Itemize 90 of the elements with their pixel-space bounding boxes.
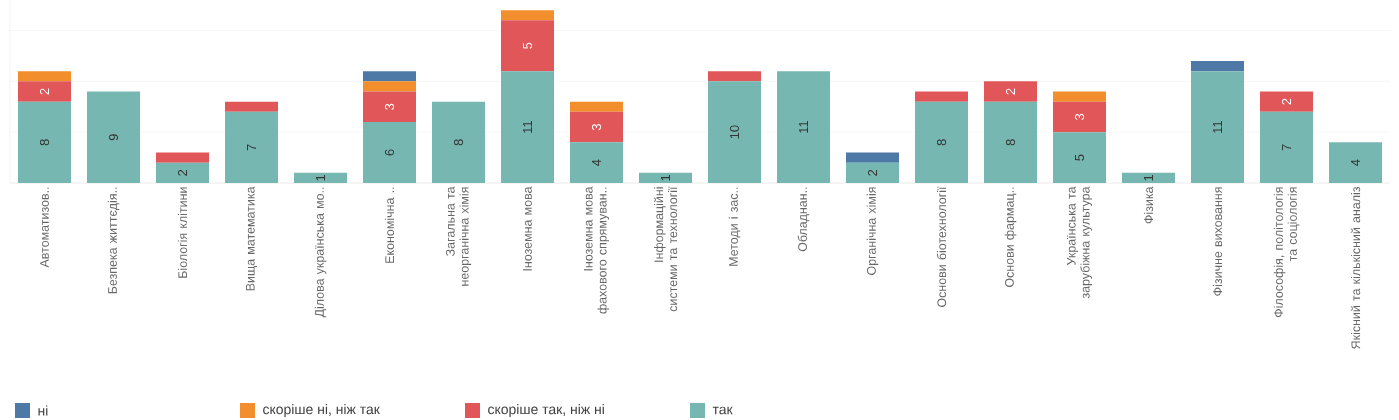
bar <box>87 91 140 183</box>
bar <box>570 101 623 112</box>
data-label: 2 <box>1281 98 1292 105</box>
data-label: 7 <box>1282 144 1291 151</box>
bar <box>846 162 899 183</box>
x-tick-label: Методи і зас.. <box>728 187 741 266</box>
bar <box>18 81 71 102</box>
data-label: 11 <box>523 120 532 133</box>
x-tick-label: Автоматизов.. <box>40 187 49 268</box>
bar <box>225 101 278 112</box>
bar <box>363 91 416 122</box>
x-tick-label: Філософія, політологія та соціологія <box>1273 187 1300 318</box>
bar <box>984 81 1037 102</box>
data-label: 11 <box>799 120 808 133</box>
data-label: 11 <box>1213 120 1222 133</box>
data-label: 2 <box>39 88 50 95</box>
x-tick-label: Іноземна мова фахового спрямуван.. <box>583 186 610 314</box>
data-label: 5 <box>522 42 533 49</box>
data-label: 1 <box>661 174 670 181</box>
bar <box>18 71 71 82</box>
data-label: 5 <box>1074 154 1085 161</box>
bar <box>156 162 209 183</box>
bar <box>18 101 71 183</box>
bar <box>501 71 554 183</box>
x-tick-label: Обладнан.. <box>797 187 810 252</box>
data-label: 6 <box>384 149 395 156</box>
bar <box>1191 61 1244 72</box>
legend-label: так <box>712 406 733 415</box>
x-tick-label: Фізичне виховання <box>1212 187 1223 296</box>
x-tick-label: Органічна хімія <box>866 187 879 275</box>
bar <box>225 111 278 183</box>
data-label: 8 <box>453 139 464 146</box>
x-tick-label: Безпека життєдія.. <box>107 187 120 294</box>
x-tick-label: Загальна та неорганічна хімія <box>445 186 472 286</box>
x-tick-label: Якісний та кількісний аналіз <box>1350 187 1361 349</box>
x-tick-label: Біологія клітини <box>177 187 188 278</box>
data-label: 4 <box>592 159 601 166</box>
data-label: 2 <box>867 169 878 176</box>
bar <box>1329 142 1382 183</box>
bar <box>708 71 761 82</box>
data-label: 8 <box>39 139 50 146</box>
x-tick-label: Вища математика <box>245 186 258 291</box>
x-tick-label: Основи фармац.. <box>1004 187 1017 288</box>
legend-label: ні <box>38 405 48 416</box>
legend-label: скоріше ні, ніж так <box>263 404 380 417</box>
data-label: 3 <box>384 103 395 110</box>
bar <box>846 152 899 163</box>
data-label: 1 <box>1144 174 1153 181</box>
bar <box>363 122 416 183</box>
bar <box>1191 71 1244 183</box>
x-tick-label: Українська та зарубіжна культура <box>1066 186 1093 299</box>
bar <box>432 101 485 183</box>
data-label: 2 <box>1005 88 1016 95</box>
bar <box>363 81 416 92</box>
bar <box>1053 101 1106 133</box>
bar <box>915 101 968 183</box>
bar <box>570 111 623 143</box>
data-label: 8 <box>936 139 947 146</box>
data-label: 7 <box>247 144 256 151</box>
bar <box>1260 111 1313 183</box>
data-label: 3 <box>1074 113 1085 121</box>
bar <box>1053 132 1106 183</box>
bar <box>501 10 554 21</box>
bar <box>984 101 1037 183</box>
x-tick-label: Основи біотехнології <box>936 186 947 307</box>
data-label: 10 <box>729 125 740 139</box>
data-label: 9 <box>108 134 119 141</box>
legend-label: скоріше так, ніж ні <box>488 404 604 417</box>
bar <box>156 152 209 163</box>
bar <box>1053 91 1106 102</box>
bar <box>363 71 416 82</box>
data-label: 4 <box>1351 159 1360 166</box>
data-label: 8 <box>1005 139 1016 146</box>
bar <box>1122 172 1175 183</box>
bar <box>639 172 692 183</box>
bar <box>294 172 347 183</box>
x-tick-label: Іноземна мова <box>523 186 532 271</box>
data-label: 3 <box>591 124 602 131</box>
bar <box>708 81 761 183</box>
bar <box>570 142 623 183</box>
bar <box>501 20 554 72</box>
x-tick-label: Інформаційні системи та технології <box>653 186 678 312</box>
bar <box>915 91 968 102</box>
data-label: 1 <box>316 174 325 181</box>
bar <box>1260 91 1313 112</box>
x-tick-label: Ділова українська мо.. <box>314 187 327 318</box>
x-tick-label: Економічна .. <box>384 187 395 263</box>
data-label: 2 <box>177 169 188 176</box>
x-tick-label: Фізика <box>1143 186 1154 224</box>
bar <box>777 71 830 183</box>
